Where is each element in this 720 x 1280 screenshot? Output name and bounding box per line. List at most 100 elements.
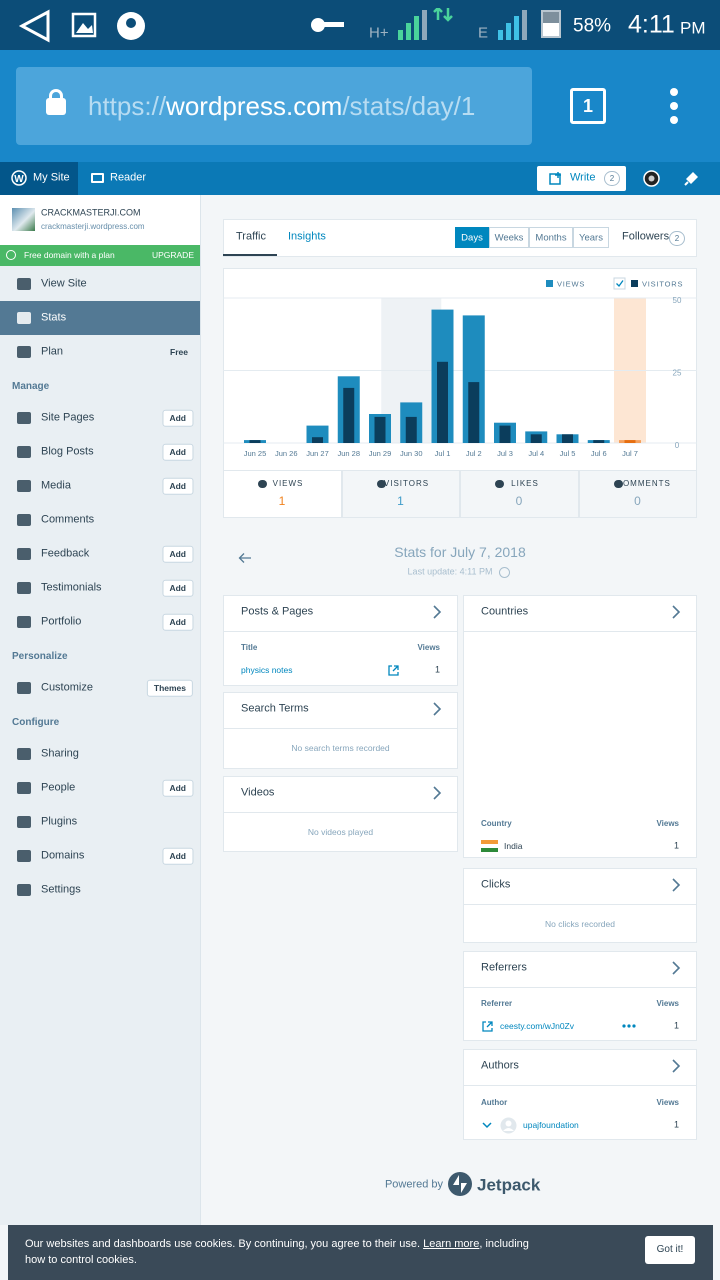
summary-tab[interactable] [460, 470, 579, 518]
cookie-link[interactable]: Learn more [423, 1238, 480, 1250]
avatar[interactable] [643, 170, 660, 187]
period-label[interactable]: Months [535, 232, 567, 244]
row-label[interactable]: upajfoundation [523, 1119, 579, 1130]
module-title[interactable]: Clicks [481, 878, 511, 891]
upgrade-banner[interactable] [0, 245, 200, 266]
menu-button[interactable]: Add [162, 477, 193, 495]
menu-label[interactable]: Plan [41, 345, 64, 358]
reader-label[interactable]: Reader [110, 171, 147, 184]
bar[interactable] [437, 361, 448, 443]
module-chevron[interactable] [671, 605, 681, 619]
menu-button[interactable]: Add [162, 579, 193, 597]
external-icon[interactable] [388, 665, 399, 676]
menu-button[interactable]: Add [162, 613, 193, 631]
bar[interactable] [530, 434, 542, 443]
bar[interactable] [312, 437, 323, 443]
module-title[interactable]: Countries [481, 605, 529, 618]
menu-label[interactable]: Feedback [41, 547, 90, 560]
tab-count[interactable]: 1 [582, 96, 594, 116]
module-title[interactable]: Videos [241, 786, 275, 799]
menu-item[interactable] [0, 301, 200, 335]
module-header[interactable] [223, 776, 458, 813]
jetpack-logo[interactable] [448, 1172, 472, 1196]
menu-label[interactable]: People [41, 781, 76, 794]
cookie-button-label[interactable]: Got it! [656, 1244, 684, 1255]
menu-label[interactable]: Site Pages [41, 411, 95, 424]
bar[interactable] [374, 416, 386, 443]
summary-tab[interactable] [578, 470, 697, 518]
followers-link[interactable]: Followers [622, 230, 670, 243]
bar[interactable] [468, 382, 480, 443]
period-label[interactable]: Days [461, 232, 483, 244]
module-title[interactable]: Referrers [481, 961, 527, 974]
url-field[interactable] [16, 67, 532, 145]
write-label[interactable]: Write [570, 171, 596, 184]
back-button[interactable] [238, 552, 252, 564]
summary-tab[interactable] [223, 470, 342, 518]
menu-label[interactable]: Testimonials [41, 581, 102, 594]
period-label[interactable]: Years [579, 232, 603, 244]
menu-label[interactable]: Customize [41, 681, 93, 694]
stats-tab[interactable]: Insights [288, 230, 326, 243]
cookie-button[interactable] [645, 1236, 695, 1264]
menu-label[interactable]: Media [41, 479, 71, 492]
bar[interactable] [562, 434, 573, 443]
module-header[interactable] [223, 595, 458, 632]
menu-label[interactable]: View Site [41, 277, 87, 290]
summary-label[interactable]: VISITORS [383, 479, 430, 488]
row-label[interactable]: physics notes [241, 664, 293, 675]
menu-label[interactable]: Plugins [41, 815, 78, 828]
summary-label[interactable]: LIKES [511, 479, 539, 488]
bar[interactable] [593, 440, 605, 443]
menu-label[interactable]: Comments [41, 513, 95, 526]
stats-tab[interactable]: Traffic [236, 230, 266, 243]
module-header[interactable] [223, 692, 458, 729]
period-button[interactable] [455, 227, 489, 248]
summary-label[interactable]: VIEWS [272, 479, 304, 488]
module-chevron[interactable] [432, 702, 442, 716]
menu-button[interactable]: Add [162, 443, 193, 461]
menu-label[interactable]: Portfolio [41, 615, 82, 628]
module-title[interactable]: Authors [481, 1059, 519, 1072]
module-header[interactable] [463, 951, 697, 988]
module-header[interactable] [463, 1049, 697, 1086]
module-title[interactable]: Posts & Pages [241, 605, 314, 618]
period-button[interactable] [529, 227, 573, 248]
menu-label[interactable]: Domains [41, 849, 85, 862]
menu-button[interactable]: Add [162, 545, 193, 563]
period-label[interactable]: Weeks [494, 232, 524, 244]
module-chevron[interactable] [432, 786, 442, 800]
site-name[interactable]: CRACKMASTERJI.COM [41, 207, 141, 218]
menu-button[interactable]: Themes [146, 679, 193, 697]
menu-button[interactable]: Add [162, 779, 193, 797]
more-button[interactable] [622, 1024, 636, 1028]
bar[interactable] [405, 416, 417, 443]
menu-button[interactable]: Add [162, 409, 193, 427]
menu-label[interactable]: Settings [41, 883, 81, 896]
summary-tab[interactable] [341, 470, 460, 518]
summary-label[interactable]: COMMENTS [616, 479, 671, 488]
period-button[interactable] [573, 227, 609, 248]
upgrade-link[interactable]: UPGRADE [151, 249, 194, 260]
module-chevron[interactable] [671, 1059, 681, 1073]
bar[interactable] [343, 387, 355, 443]
period-button[interactable] [489, 227, 529, 248]
bar[interactable] [499, 425, 511, 443]
bar[interactable] [624, 440, 636, 443]
module-chevron[interactable] [432, 605, 442, 619]
bar[interactable] [249, 440, 261, 443]
expand-chevron[interactable] [482, 1122, 492, 1129]
menu-button[interactable]: Add [162, 847, 193, 865]
menu-label[interactable]: Stats [41, 311, 67, 324]
module-chevron[interactable] [671, 961, 681, 975]
my-site-tab[interactable] [0, 162, 78, 195]
module-chevron[interactable] [671, 878, 681, 892]
tabs-button[interactable] [570, 88, 606, 124]
menu-button[interactable] [668, 88, 680, 124]
jetpack-brand[interactable]: Jetpack [477, 1175, 541, 1195]
notifications[interactable] [684, 171, 699, 186]
module-header[interactable] [463, 595, 697, 632]
menu-label[interactable]: Sharing [41, 747, 79, 760]
module-header[interactable] [463, 868, 697, 905]
my-site-label[interactable]: My Site [33, 171, 70, 184]
